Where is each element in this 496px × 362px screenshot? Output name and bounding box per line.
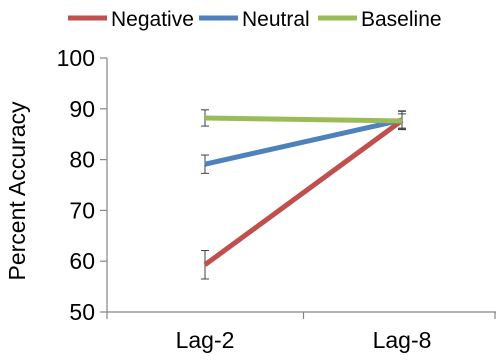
series-line-baseline xyxy=(204,115,403,124)
legend: Negative Neutral Baseline xyxy=(68,8,442,31)
x-tick-label: Lag-8 xyxy=(373,327,432,353)
legend-label-baseline: Baseline xyxy=(361,8,442,31)
series-line-negative xyxy=(203,118,404,267)
y-tick-label: 70 xyxy=(69,197,95,223)
y-tick-label: 50 xyxy=(69,299,95,325)
y-tick-label: 90 xyxy=(69,96,95,122)
y-axis-title: Percent Accuracy xyxy=(4,101,30,280)
legend-label-negative: Negative xyxy=(111,8,194,31)
x-tick-label: Lag-2 xyxy=(176,327,235,353)
y-tick-label: 80 xyxy=(69,147,95,173)
series-lines xyxy=(203,115,404,267)
y-axis: 50 60 70 80 90 100 xyxy=(57,45,108,325)
x-axis: Lag-2 Lag-8 xyxy=(106,311,496,353)
y-tick-label: 60 xyxy=(69,248,95,274)
y-tick-label: 100 xyxy=(57,45,95,71)
legend-label-neutral: Neutral xyxy=(242,8,310,31)
series-line-neutral xyxy=(204,117,403,167)
